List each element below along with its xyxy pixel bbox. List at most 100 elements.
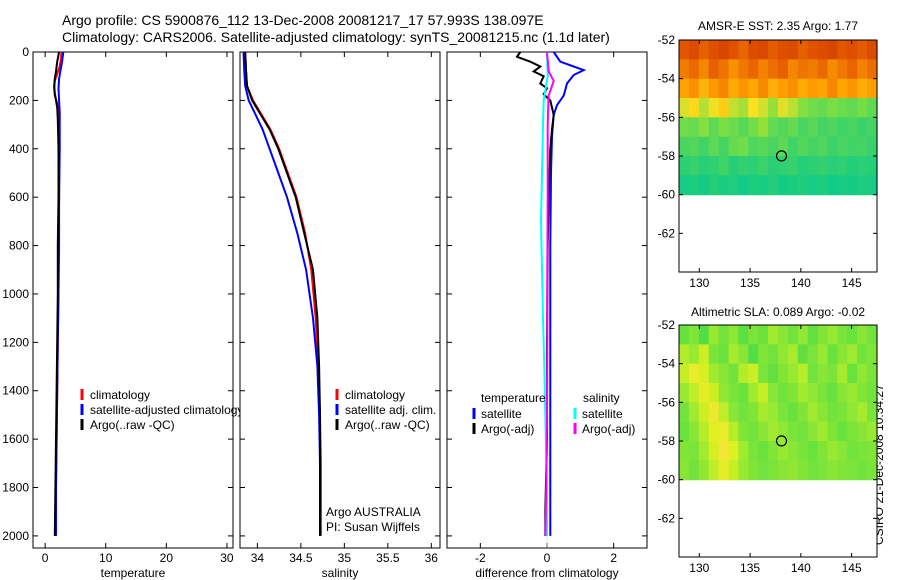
- sla_map-float-marker: [775, 435, 788, 447]
- sla_map-cell: [837, 344, 848, 365]
- sla_map-cell: [857, 421, 868, 442]
- sst_map-cell: [857, 175, 868, 196]
- sst_map-cell: [728, 59, 739, 80]
- sst_map-cell: [857, 78, 868, 99]
- sst_map-cell: [827, 175, 838, 196]
- sst_map-cell: [768, 59, 779, 80]
- depth-tick-label: 2000: [2, 529, 29, 543]
- difference-series-sal_argo: [544, 51, 555, 536]
- sla_map-cell: [688, 421, 700, 442]
- sst_map-cell: [688, 40, 700, 60]
- sla_map-cell: [708, 325, 720, 345]
- sst_map-cell: [797, 117, 809, 138]
- sst_map-cell: [708, 175, 720, 196]
- sst_map-cell: [698, 175, 710, 196]
- sla_map-cell: [758, 363, 769, 384]
- sla_map-cell: [787, 421, 799, 442]
- sla_map-cell: [679, 421, 690, 442]
- sst_map-cell: [679, 59, 690, 80]
- sst_map-cell: [867, 117, 878, 138]
- sst_map-cell: [679, 98, 690, 118]
- diff-legend-label: Argo(-adj): [582, 422, 635, 436]
- sst_map-cell: [748, 117, 759, 138]
- sla_map-cell: [708, 363, 720, 384]
- sst_map-cell: [837, 117, 848, 138]
- sst_map-cell: [698, 117, 710, 138]
- sla_map-cell: [688, 344, 700, 365]
- sst_map-cell: [748, 40, 759, 60]
- sst_map-cell: [758, 78, 769, 99]
- sst_map-cell: [728, 136, 739, 157]
- sla_map-cell: [728, 421, 739, 442]
- sla_map-cell: [748, 421, 759, 442]
- diff-legend-label: Argo(-adj): [481, 422, 534, 436]
- sst_map-cell: [679, 156, 690, 176]
- sst_map-cell: [817, 156, 829, 176]
- sla_map-cell: [728, 363, 739, 384]
- sst_map-cell: [787, 78, 799, 99]
- sla_map-cell: [847, 344, 858, 365]
- temperature-xtick-label: 20: [160, 551, 174, 565]
- sst_map-cell: [797, 78, 809, 99]
- sst_map-cell: [708, 117, 720, 138]
- sla_map-cell: [778, 363, 789, 384]
- sla_map-ytick-label: -62: [658, 511, 676, 525]
- sla_map-cell: [817, 383, 829, 403]
- sst_map-xtick-label: 135: [740, 276, 760, 290]
- sst_map-cell: [718, 98, 730, 118]
- sst_map-cell: [728, 117, 739, 138]
- sla_map-cell: [847, 441, 858, 461]
- sla_map-cell: [728, 344, 739, 365]
- sst_map-cell: [827, 117, 838, 138]
- sst_map-cell: [807, 117, 819, 138]
- sst_map-cell: [867, 175, 878, 196]
- sla_map-cell: [817, 344, 829, 365]
- depth-tick-label: 1800: [2, 481, 29, 495]
- sst_map-cell: [768, 156, 779, 176]
- sla_map-cell: [758, 344, 769, 365]
- sst_map-cell: [837, 78, 848, 99]
- sst_map-cell: [837, 40, 848, 60]
- sla_map-cell: [738, 421, 749, 442]
- sst_map-ytick-label: -54: [658, 72, 676, 86]
- sla_map-ytick-label: -56: [658, 395, 676, 409]
- sst_map-cell: [728, 175, 739, 196]
- sst_map-cell: [738, 136, 749, 157]
- salinity-legend-label: satellite adj. clim.: [345, 403, 436, 417]
- sst_map-cell: [768, 117, 779, 138]
- salinity-legend-label: Argo(..raw -QC): [345, 418, 430, 432]
- sst_map-cell: [748, 156, 759, 176]
- sst_map-cell: [758, 98, 769, 118]
- sla_map-ytick-label: -52: [658, 318, 676, 332]
- sla_map-cell: [708, 383, 720, 403]
- temperature-xtick-label: 30: [220, 551, 234, 565]
- sst_map-cell: [698, 98, 710, 118]
- sst_map-cell: [738, 175, 749, 196]
- sst_map-cell: [758, 117, 769, 138]
- sst_map-cell: [758, 40, 769, 60]
- sla_map-cell: [718, 363, 730, 384]
- depth-tick-label: 1400: [2, 384, 29, 398]
- sla_map-cell: [857, 383, 868, 403]
- sst_map-cell: [768, 175, 779, 196]
- sst_map-cell: [738, 78, 749, 99]
- sst_map-cell: [738, 117, 749, 138]
- sst_map-cell: [698, 40, 710, 60]
- sla_map-cell: [857, 441, 868, 461]
- sla_map-cell: [718, 441, 730, 461]
- sla_map-cell: [688, 441, 700, 461]
- sst_map-cell: [679, 136, 690, 157]
- sla_map-cell: [758, 421, 769, 442]
- sla_map-cell: [867, 363, 878, 384]
- sst_map-cell: [867, 98, 878, 118]
- sst_map-cell: [807, 59, 819, 80]
- sst_map-cell: [787, 98, 799, 118]
- sla_map-cell: [867, 402, 878, 423]
- sst_map-cell: [867, 59, 878, 80]
- sst_map-cell: [807, 136, 819, 157]
- sst_map-cell: [748, 98, 759, 118]
- sla_map-cell: [787, 363, 799, 384]
- sst_map-ytick-label: -56: [658, 110, 676, 124]
- sst_map-cell: [867, 136, 878, 157]
- sla_map-cell: [718, 460, 730, 481]
